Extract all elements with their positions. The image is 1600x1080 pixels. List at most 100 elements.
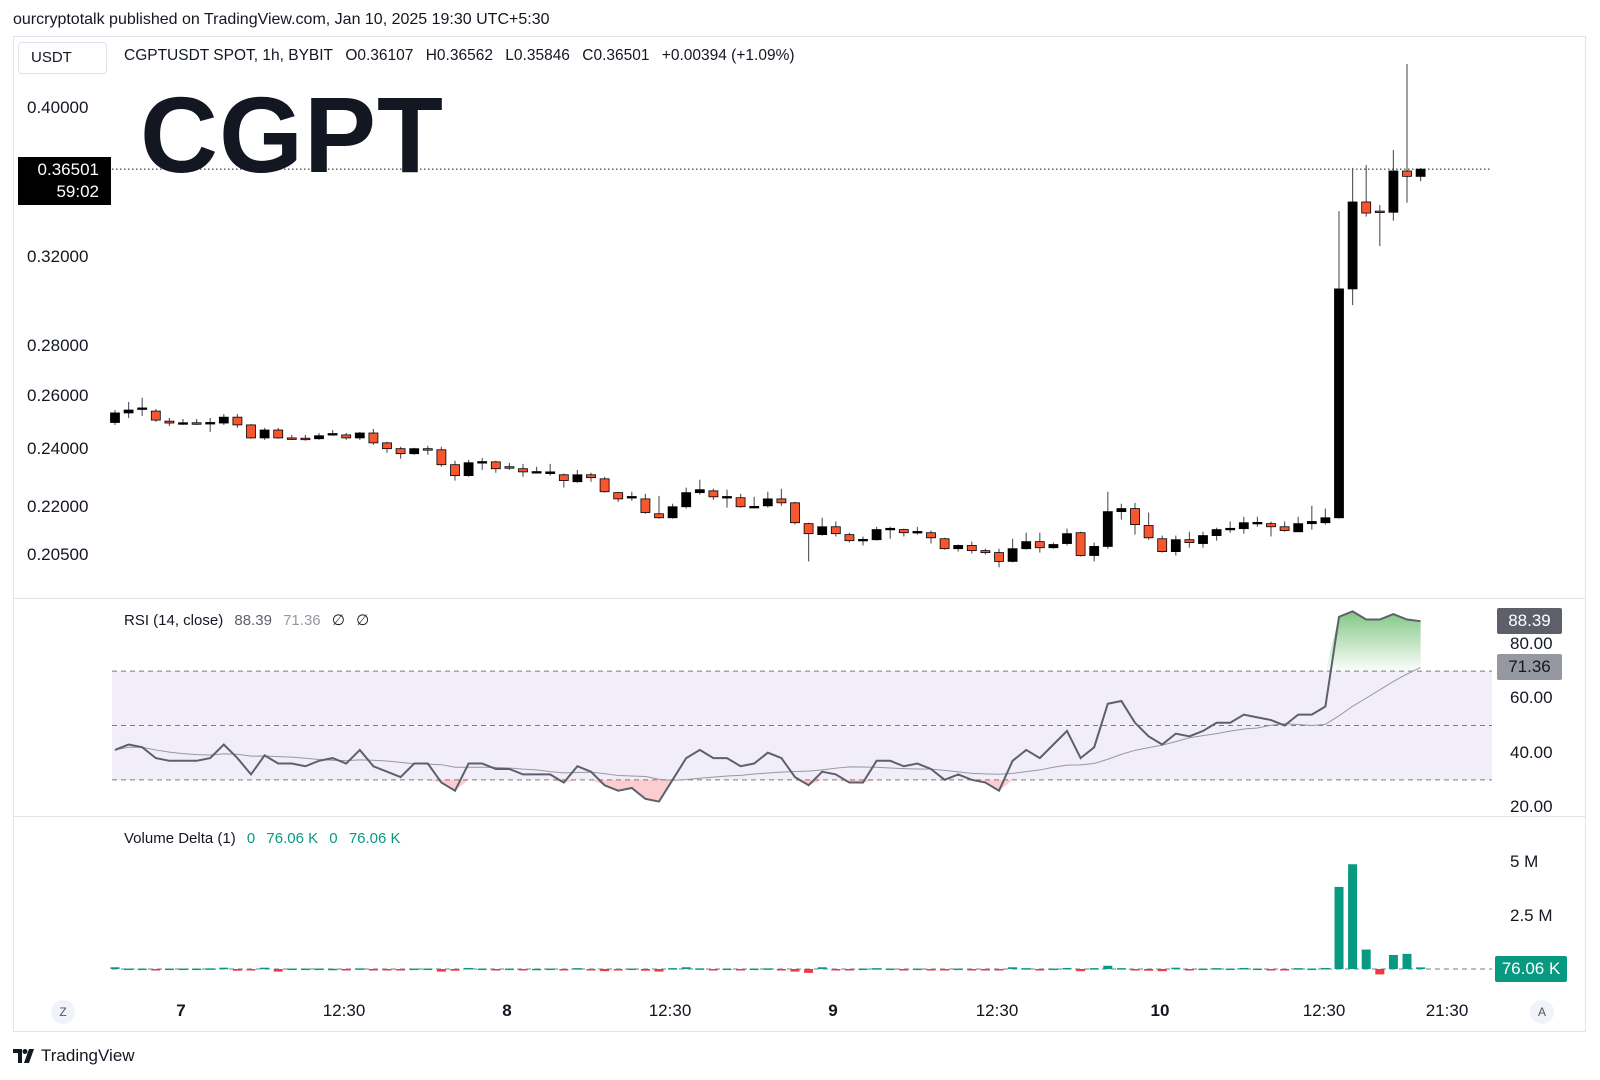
vd-bar xyxy=(1008,967,1018,969)
time-tick: 7 xyxy=(176,1001,186,1020)
legend-change: +0.00394 (+1.09%) xyxy=(661,47,795,64)
vd-bar xyxy=(110,967,120,969)
candle-body xyxy=(368,432,379,444)
vd-bar xyxy=(885,968,895,971)
candle xyxy=(1062,528,1072,546)
rsi-tick: 60.00 xyxy=(1510,688,1553,707)
candle-body xyxy=(749,506,760,509)
auto-scale-toggle[interactable]: A xyxy=(1530,1000,1554,1024)
candle-body xyxy=(776,498,787,504)
vd-tick: 2.5 M xyxy=(1510,906,1553,925)
log-scale-toggle[interactable]: Z xyxy=(51,1000,75,1024)
vd-bar xyxy=(844,969,854,971)
candle-body xyxy=(1252,522,1263,525)
candle-body xyxy=(790,502,800,524)
candle-body xyxy=(1402,170,1412,177)
candle-body xyxy=(1266,523,1276,528)
candle xyxy=(246,424,256,439)
candle-body xyxy=(994,552,1004,562)
rsi-name[interactable]: RSI (14, close) xyxy=(124,612,224,629)
rsi-tick: 80.00 xyxy=(1510,634,1553,653)
candle-body xyxy=(1048,544,1059,549)
vd-v1: 0 xyxy=(246,830,256,847)
rsi-value-badge: 88.39 xyxy=(1497,608,1562,634)
vd-bar xyxy=(355,968,365,970)
candle-body xyxy=(926,532,936,539)
candle-body xyxy=(1374,210,1385,213)
vd-bar xyxy=(1348,864,1358,969)
vd-bar xyxy=(396,969,406,971)
candle xyxy=(558,473,569,488)
vd-bar xyxy=(151,969,161,971)
candle xyxy=(1320,508,1331,525)
bar-countdown: 59:02 xyxy=(56,182,99,201)
legend-open: O0.36107 xyxy=(345,47,414,64)
candle xyxy=(599,476,610,493)
vd-bar xyxy=(804,969,814,973)
vd-bar xyxy=(124,968,134,971)
candle-body xyxy=(300,437,311,441)
candle xyxy=(939,537,950,550)
time-tick: 8 xyxy=(502,1001,512,1020)
candle-body xyxy=(382,442,392,450)
candle xyxy=(1225,521,1236,533)
candle-body xyxy=(232,416,243,426)
candle xyxy=(354,431,365,440)
pane-separator[interactable] xyxy=(13,598,1586,599)
candle xyxy=(1089,542,1100,562)
vd-value-badge: 76.06 K xyxy=(1495,956,1567,982)
candle-body xyxy=(490,461,501,470)
candle xyxy=(654,495,664,519)
vd-bar xyxy=(260,967,270,970)
candle-body xyxy=(259,429,270,439)
tradingview-logo[interactable]: TradingView xyxy=(13,1046,135,1066)
candle-body xyxy=(640,498,651,513)
candle-body xyxy=(844,534,855,542)
candle-body xyxy=(1143,525,1154,539)
candle xyxy=(1293,516,1304,533)
candle-body xyxy=(545,471,556,475)
vd-bar xyxy=(1144,969,1154,971)
vd-bar xyxy=(1157,969,1167,972)
candle-body xyxy=(898,529,909,534)
candle xyxy=(395,446,406,459)
candle-body xyxy=(273,429,284,439)
candle-body xyxy=(1021,541,1032,550)
vd-bar xyxy=(518,969,528,971)
candle-body xyxy=(1102,511,1113,547)
vd-name[interactable]: Volume Delta (1) xyxy=(124,830,236,847)
vd-bar xyxy=(790,969,800,972)
vd-bar xyxy=(1171,967,1181,970)
candle xyxy=(667,503,678,519)
candle xyxy=(790,501,800,525)
rsi-na-2: ∅ xyxy=(356,612,370,629)
candle xyxy=(1198,531,1208,548)
vd-bar xyxy=(287,968,297,971)
candle-body xyxy=(1211,529,1222,536)
candle xyxy=(626,491,637,501)
vd-bar xyxy=(1048,968,1058,971)
candle xyxy=(300,434,311,441)
vd-bar xyxy=(273,969,283,972)
vd-bar xyxy=(953,968,963,971)
legend-symbol[interactable]: CGPTUSDT SPOT, 1h, BYBIT xyxy=(124,47,334,64)
rsi-legend: RSI (14, close) 88.39 71.36 ∅ ∅ xyxy=(124,611,376,629)
vd-bar xyxy=(1198,968,1208,971)
candle xyxy=(1130,502,1140,535)
candle-body xyxy=(286,437,297,440)
candle-body xyxy=(558,474,569,481)
currency-button[interactable]: USDT xyxy=(18,42,107,74)
tradingview-wordmark: TradingView xyxy=(41,1046,135,1065)
candle-body xyxy=(762,498,773,507)
candle xyxy=(1238,516,1249,534)
vd-bar xyxy=(1035,969,1045,971)
pane-separator[interactable] xyxy=(13,816,1586,817)
candle xyxy=(341,433,352,440)
vd-bar xyxy=(1076,969,1086,972)
candle xyxy=(422,445,433,455)
candle xyxy=(409,447,420,455)
time-tick: 12:30 xyxy=(1302,1001,1346,1020)
candle xyxy=(762,491,773,508)
price-tick: 0.24000 xyxy=(27,439,89,459)
